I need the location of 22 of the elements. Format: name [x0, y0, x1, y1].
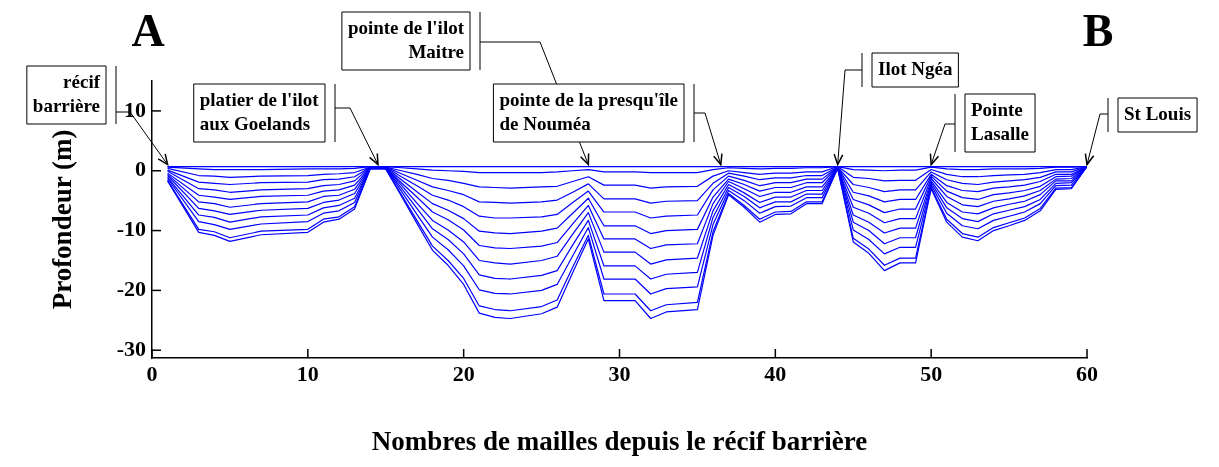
- text: A: [131, 4, 165, 56]
- x-tick-label: 50: [920, 360, 943, 386]
- x-tick-label: 40: [764, 360, 787, 386]
- annotation: pointe de la presqu'île de Nouméa: [499, 88, 678, 134]
- y-tick-label: -10: [116, 216, 146, 242]
- text: B: [1082, 4, 1114, 56]
- x-tick-label: 30: [608, 360, 631, 386]
- annotation: récif barrière: [32, 70, 101, 116]
- annotation: Pointe Lasalle: [971, 98, 1030, 144]
- x-tick-label: 60: [1076, 360, 1098, 386]
- y-tick-label: 0: [135, 156, 146, 182]
- y-tick-label: 10: [124, 96, 146, 122]
- x-tick-label: 10: [296, 360, 319, 386]
- annotation: pointe de l'ilot Maitre: [347, 16, 465, 62]
- y-axis-title: Profondeur (m): [47, 129, 78, 310]
- y-tick-label: -30: [116, 335, 146, 361]
- annotation: platier de l'ilot aux Goelands: [199, 88, 320, 134]
- x-tick-label: 20: [452, 360, 475, 386]
- x-axis-title: Nombres de mailles depuis le récif barrière: [371, 425, 868, 456]
- annotation: St Louis: [1124, 102, 1192, 124]
- annotation: Ilot Ngéa: [878, 57, 953, 79]
- y-tick-label: -20: [116, 276, 146, 302]
